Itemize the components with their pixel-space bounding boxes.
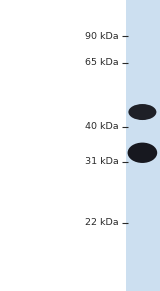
Text: 90 kDa: 90 kDa [85,32,118,41]
Ellipse shape [128,143,157,163]
Text: 31 kDa: 31 kDa [85,157,118,166]
Bar [126,0,160,291]
Text: 40 kDa: 40 kDa [85,122,118,131]
Text: 65 kDa: 65 kDa [85,58,118,67]
Ellipse shape [128,104,156,120]
Text: 22 kDa: 22 kDa [85,218,118,227]
